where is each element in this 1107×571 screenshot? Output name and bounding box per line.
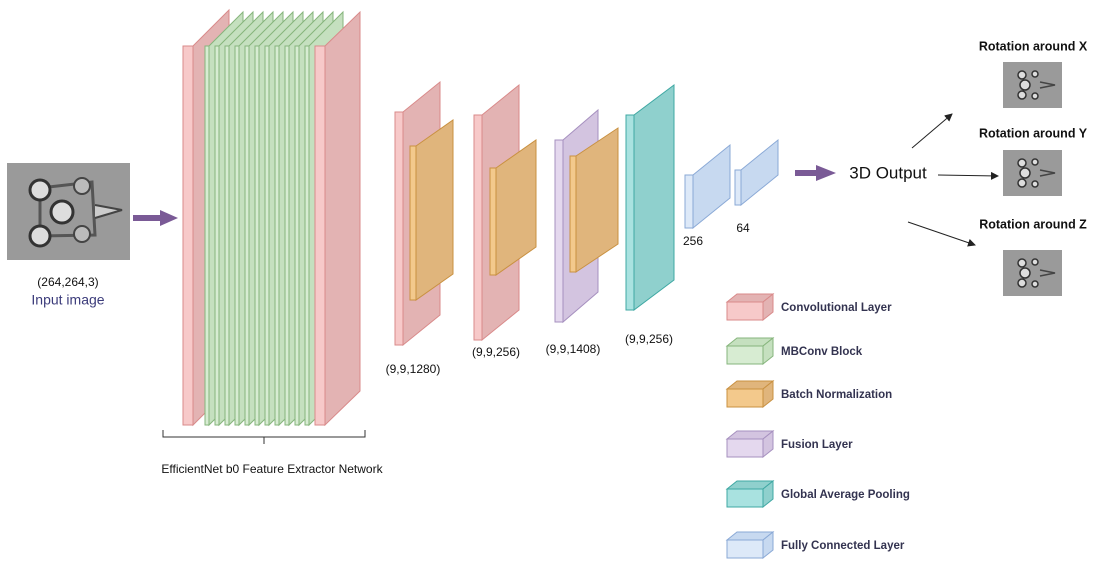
- rotation-label: Rotation around Z: [979, 217, 1087, 231]
- particle: [1017, 70, 1027, 80]
- layer-front: [244, 45, 250, 426]
- legend-swatch: [726, 438, 764, 458]
- input-label: Input image: [31, 292, 104, 308]
- legend-label: Fully Connected Layer: [781, 540, 905, 552]
- particle: [1031, 180, 1039, 188]
- layer-side: [692, 143, 731, 230]
- legend-swatch-side: [762, 530, 774, 560]
- legend-swatch: [726, 301, 764, 321]
- layer-front: [274, 45, 280, 426]
- layer-side: [324, 10, 361, 427]
- rotation-label: Rotation around Y: [979, 126, 1088, 140]
- output-label: 3D Output: [849, 163, 927, 182]
- layer-front: [314, 45, 326, 426]
- legend-swatch-side: [762, 292, 774, 322]
- particle: [1031, 280, 1039, 288]
- particle: [1031, 158, 1039, 166]
- legend-swatch-side: [762, 379, 774, 409]
- layer-front: [284, 45, 290, 426]
- particle: [1017, 158, 1027, 168]
- layer-front: [254, 45, 260, 426]
- output-images: [1003, 62, 1062, 296]
- bracket: [162, 430, 366, 444]
- particle-tail: [1039, 81, 1056, 89]
- stage-shape: (9,9,1280): [386, 362, 441, 376]
- particle: [1017, 90, 1027, 100]
- layer-front: [214, 45, 220, 426]
- stage-shape: (9,9,256): [625, 332, 673, 346]
- layer-front: [409, 145, 417, 301]
- stage-shape: (9,9,256): [472, 345, 520, 359]
- particle: [1031, 258, 1039, 266]
- layer-front: [264, 45, 270, 426]
- layer-front: [473, 114, 483, 341]
- legend-label: Batch Normalization: [781, 389, 892, 401]
- input-image: [7, 163, 130, 260]
- legend-swatch: [726, 388, 764, 408]
- particle: [1019, 267, 1031, 279]
- legend-swatch: [726, 345, 764, 365]
- particle: [1017, 258, 1027, 268]
- legend-swatch: [726, 539, 764, 559]
- extractor-label: EfficientNet b0 Feature Extractor Networ…: [161, 462, 383, 476]
- legend-label: Fusion Layer: [781, 439, 853, 451]
- legend-label: MBConv Block: [781, 346, 863, 358]
- particle: [1017, 278, 1027, 288]
- particle: [1031, 92, 1039, 100]
- layer-front: [204, 45, 210, 426]
- arrow: [911, 113, 953, 149]
- particle: [1019, 79, 1031, 91]
- layer-front: [182, 45, 194, 426]
- layer-front: [489, 167, 497, 276]
- layer-front: [684, 174, 694, 229]
- arrow: [937, 171, 999, 180]
- legend-label: Global Average Pooling: [781, 489, 910, 501]
- layer-side: [415, 119, 454, 301]
- particle: [1017, 178, 1027, 188]
- input-shape: (264,264,3): [37, 275, 98, 289]
- stage-shape: (9,9,1408): [546, 342, 601, 356]
- dense-units: 64: [736, 221, 750, 235]
- layer-front: [304, 45, 310, 426]
- layer-front: [569, 155, 577, 273]
- layer-front: [394, 111, 404, 346]
- layer-front: [625, 114, 635, 311]
- layer-side: [575, 127, 619, 273]
- layer-front: [234, 45, 240, 426]
- layer-side: [740, 138, 779, 207]
- legend-swatch: [726, 488, 764, 508]
- arrow: [907, 221, 976, 247]
- layer-side: [495, 139, 537, 276]
- legend-swatch-side: [762, 336, 774, 366]
- particle: [1031, 70, 1039, 78]
- particle-tail: [1039, 169, 1056, 177]
- layers: [182, 8, 779, 427]
- arrow-head: [160, 210, 178, 226]
- legend-swatch-side: [762, 429, 774, 459]
- layer-front: [734, 169, 742, 206]
- particle-tail: [1039, 269, 1056, 277]
- rotation-label: Rotation around X: [979, 39, 1088, 53]
- layer-front: [294, 45, 300, 426]
- layer-front: [224, 45, 230, 426]
- layer-front: [554, 139, 564, 323]
- legend-label: Convolutional Layer: [781, 302, 892, 314]
- layer-side: [633, 84, 675, 311]
- particle: [1019, 167, 1031, 179]
- arrow-head: [816, 165, 836, 181]
- dense-units: 256: [683, 234, 703, 248]
- legend-swatch-side: [762, 479, 774, 509]
- legend: Convolutional Layer MBConv Block Batch Nor…: [725, 292, 910, 560]
